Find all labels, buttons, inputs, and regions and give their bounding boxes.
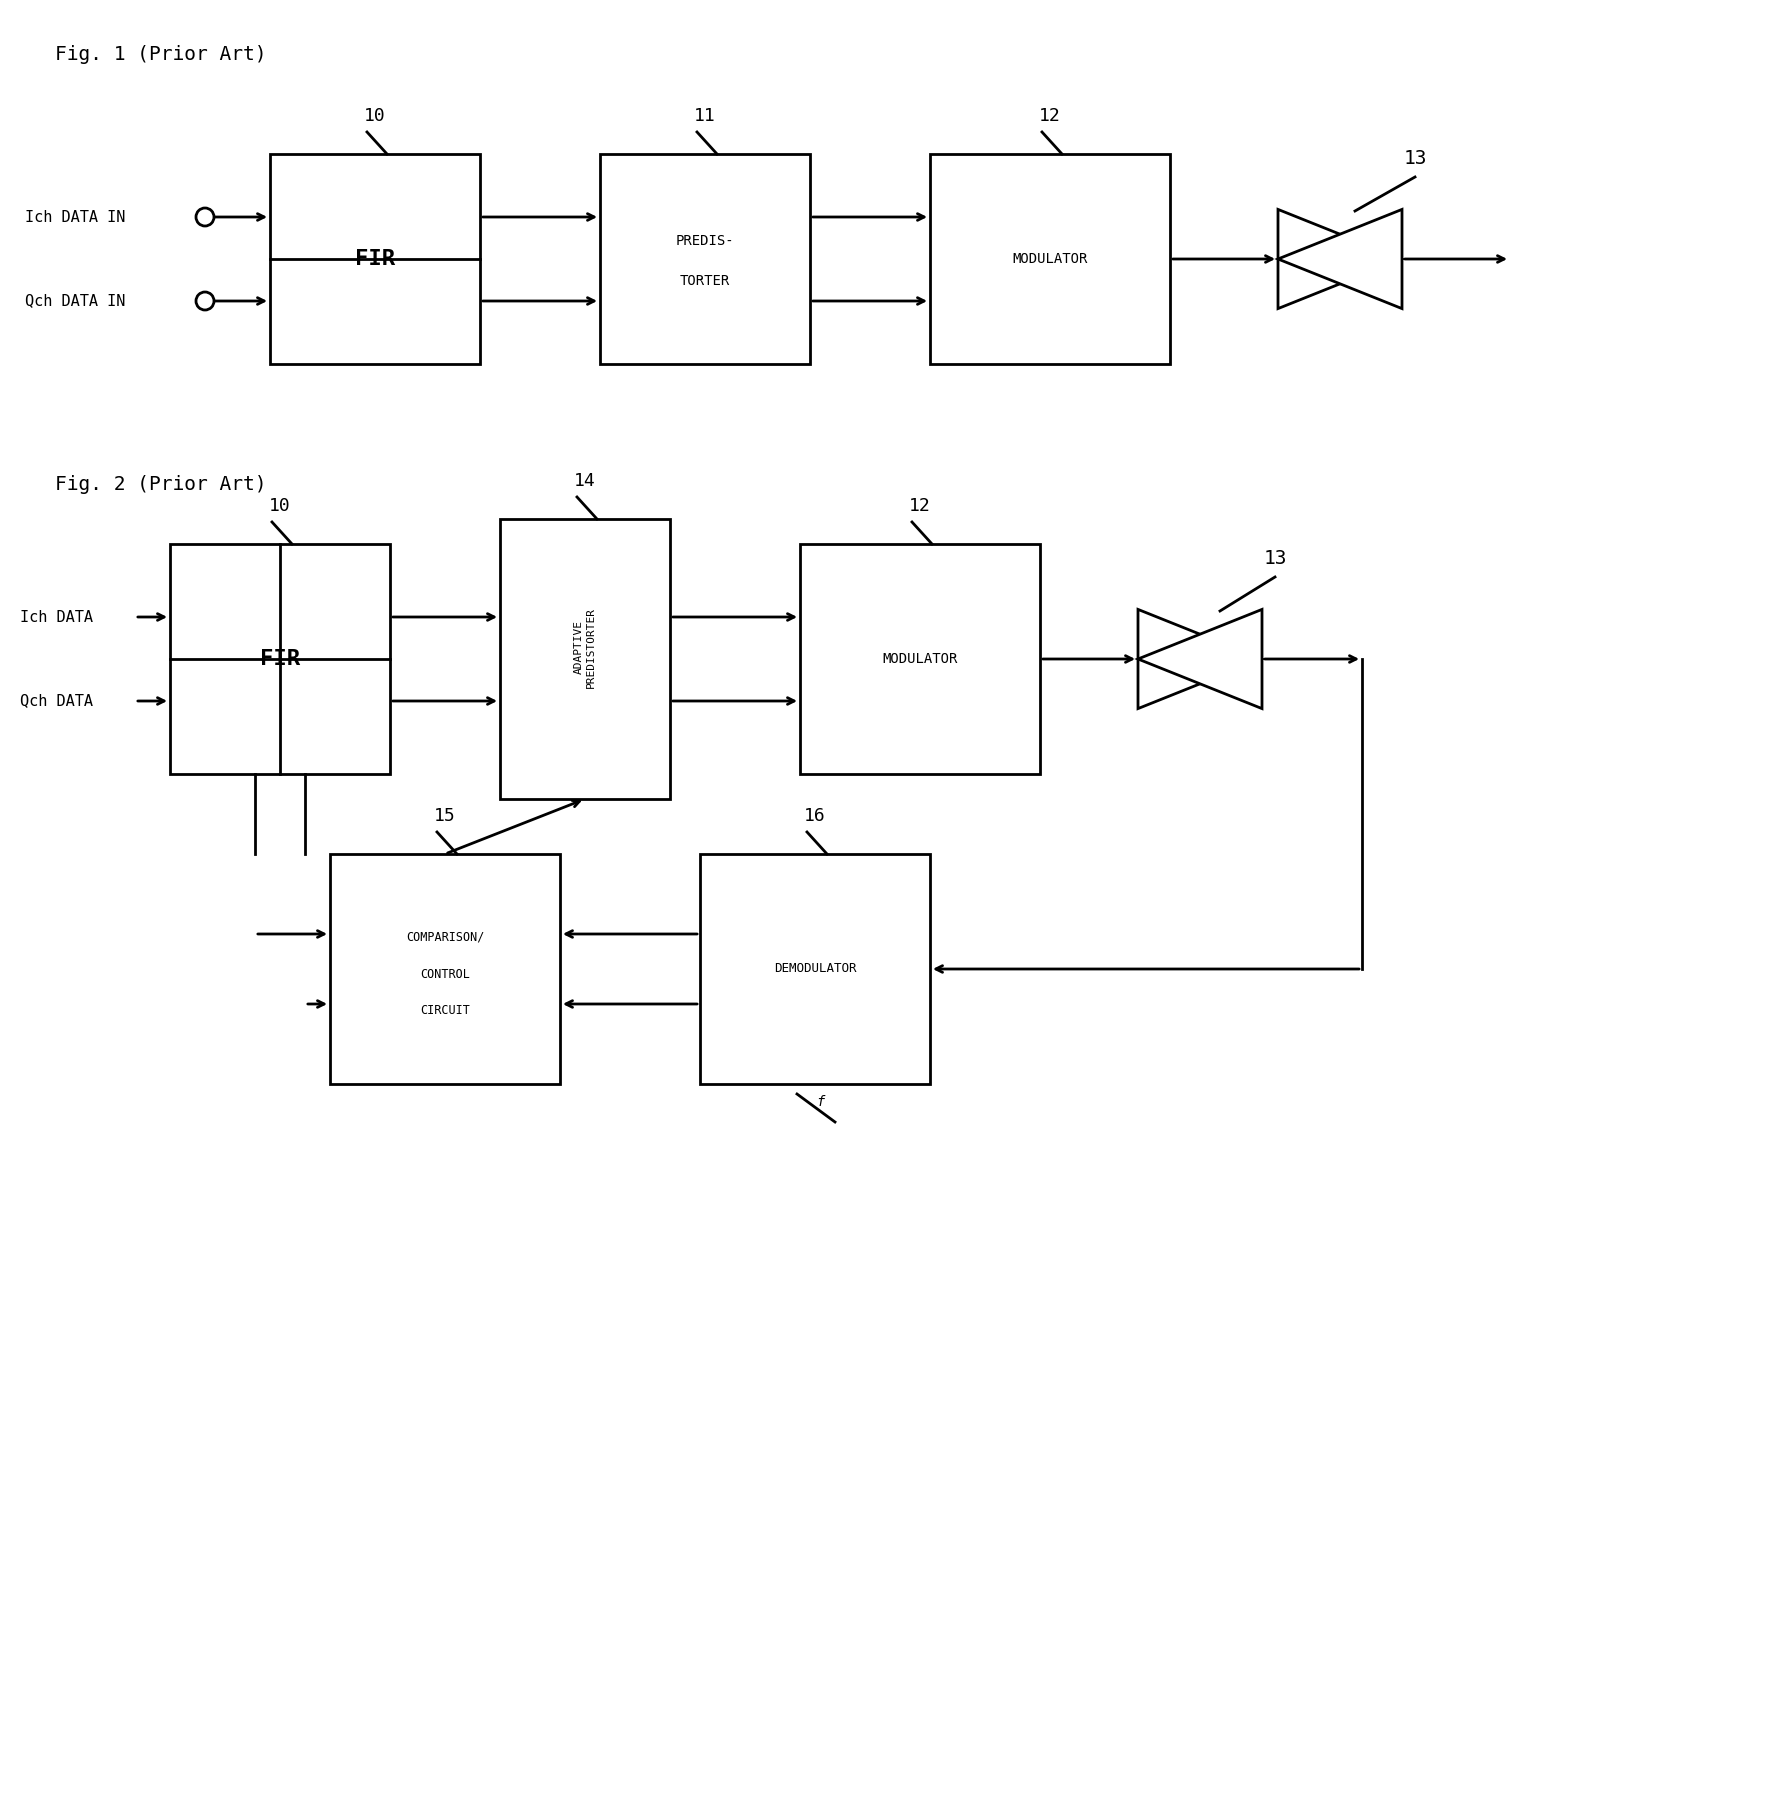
- Polygon shape: [1138, 610, 1262, 709]
- Bar: [270, 154, 481, 364]
- Text: 10: 10: [364, 107, 385, 125]
- Text: Qch DATA IN: Qch DATA IN: [25, 293, 125, 309]
- Text: 12: 12: [1039, 107, 1060, 125]
- Text: Fig. 2 (Prior Art): Fig. 2 (Prior Art): [55, 474, 267, 494]
- Text: Fig. 1 (Prior Art): Fig. 1 (Prior Art): [55, 45, 267, 63]
- Text: FIR: FIR: [260, 649, 300, 669]
- Text: CIRCUIT: CIRCUIT: [421, 1004, 470, 1017]
- Text: DEMODULATOR: DEMODULATOR: [774, 962, 857, 975]
- Text: Qch DATA: Qch DATA: [19, 693, 94, 709]
- Polygon shape: [1138, 610, 1262, 709]
- Text: 10: 10: [269, 497, 292, 516]
- Polygon shape: [1278, 210, 1401, 309]
- Text: 11: 11: [694, 107, 716, 125]
- Text: 13: 13: [1403, 150, 1426, 168]
- Text: 13: 13: [1263, 550, 1286, 568]
- Text: FIR: FIR: [355, 250, 396, 270]
- Text: CONTROL: CONTROL: [421, 968, 470, 980]
- Bar: [500, 519, 670, 800]
- Text: 12: 12: [910, 497, 931, 516]
- Bar: [170, 545, 391, 774]
- Text: 16: 16: [804, 807, 825, 825]
- Text: ADAPTIVE
PREDISTORTER: ADAPTIVE PREDISTORTER: [574, 606, 595, 687]
- Text: TORTER: TORTER: [680, 273, 730, 288]
- Text: MODULATOR: MODULATOR: [1012, 251, 1088, 266]
- Circle shape: [196, 291, 214, 309]
- Text: 14: 14: [574, 472, 595, 490]
- Text: MODULATOR: MODULATOR: [882, 651, 958, 666]
- Polygon shape: [1278, 210, 1401, 309]
- Text: 15: 15: [435, 807, 456, 825]
- Text: Ich DATA: Ich DATA: [19, 610, 94, 624]
- Bar: [601, 154, 809, 364]
- Text: PREDIS-: PREDIS-: [675, 233, 735, 248]
- Text: Ich DATA IN: Ich DATA IN: [25, 210, 125, 224]
- Bar: [929, 154, 1170, 364]
- Bar: [330, 854, 560, 1084]
- Circle shape: [196, 208, 214, 226]
- Bar: [700, 854, 929, 1084]
- Bar: [800, 545, 1041, 774]
- Text: COMPARISON/: COMPARISON/: [406, 930, 484, 944]
- Text: f: f: [816, 1094, 823, 1109]
